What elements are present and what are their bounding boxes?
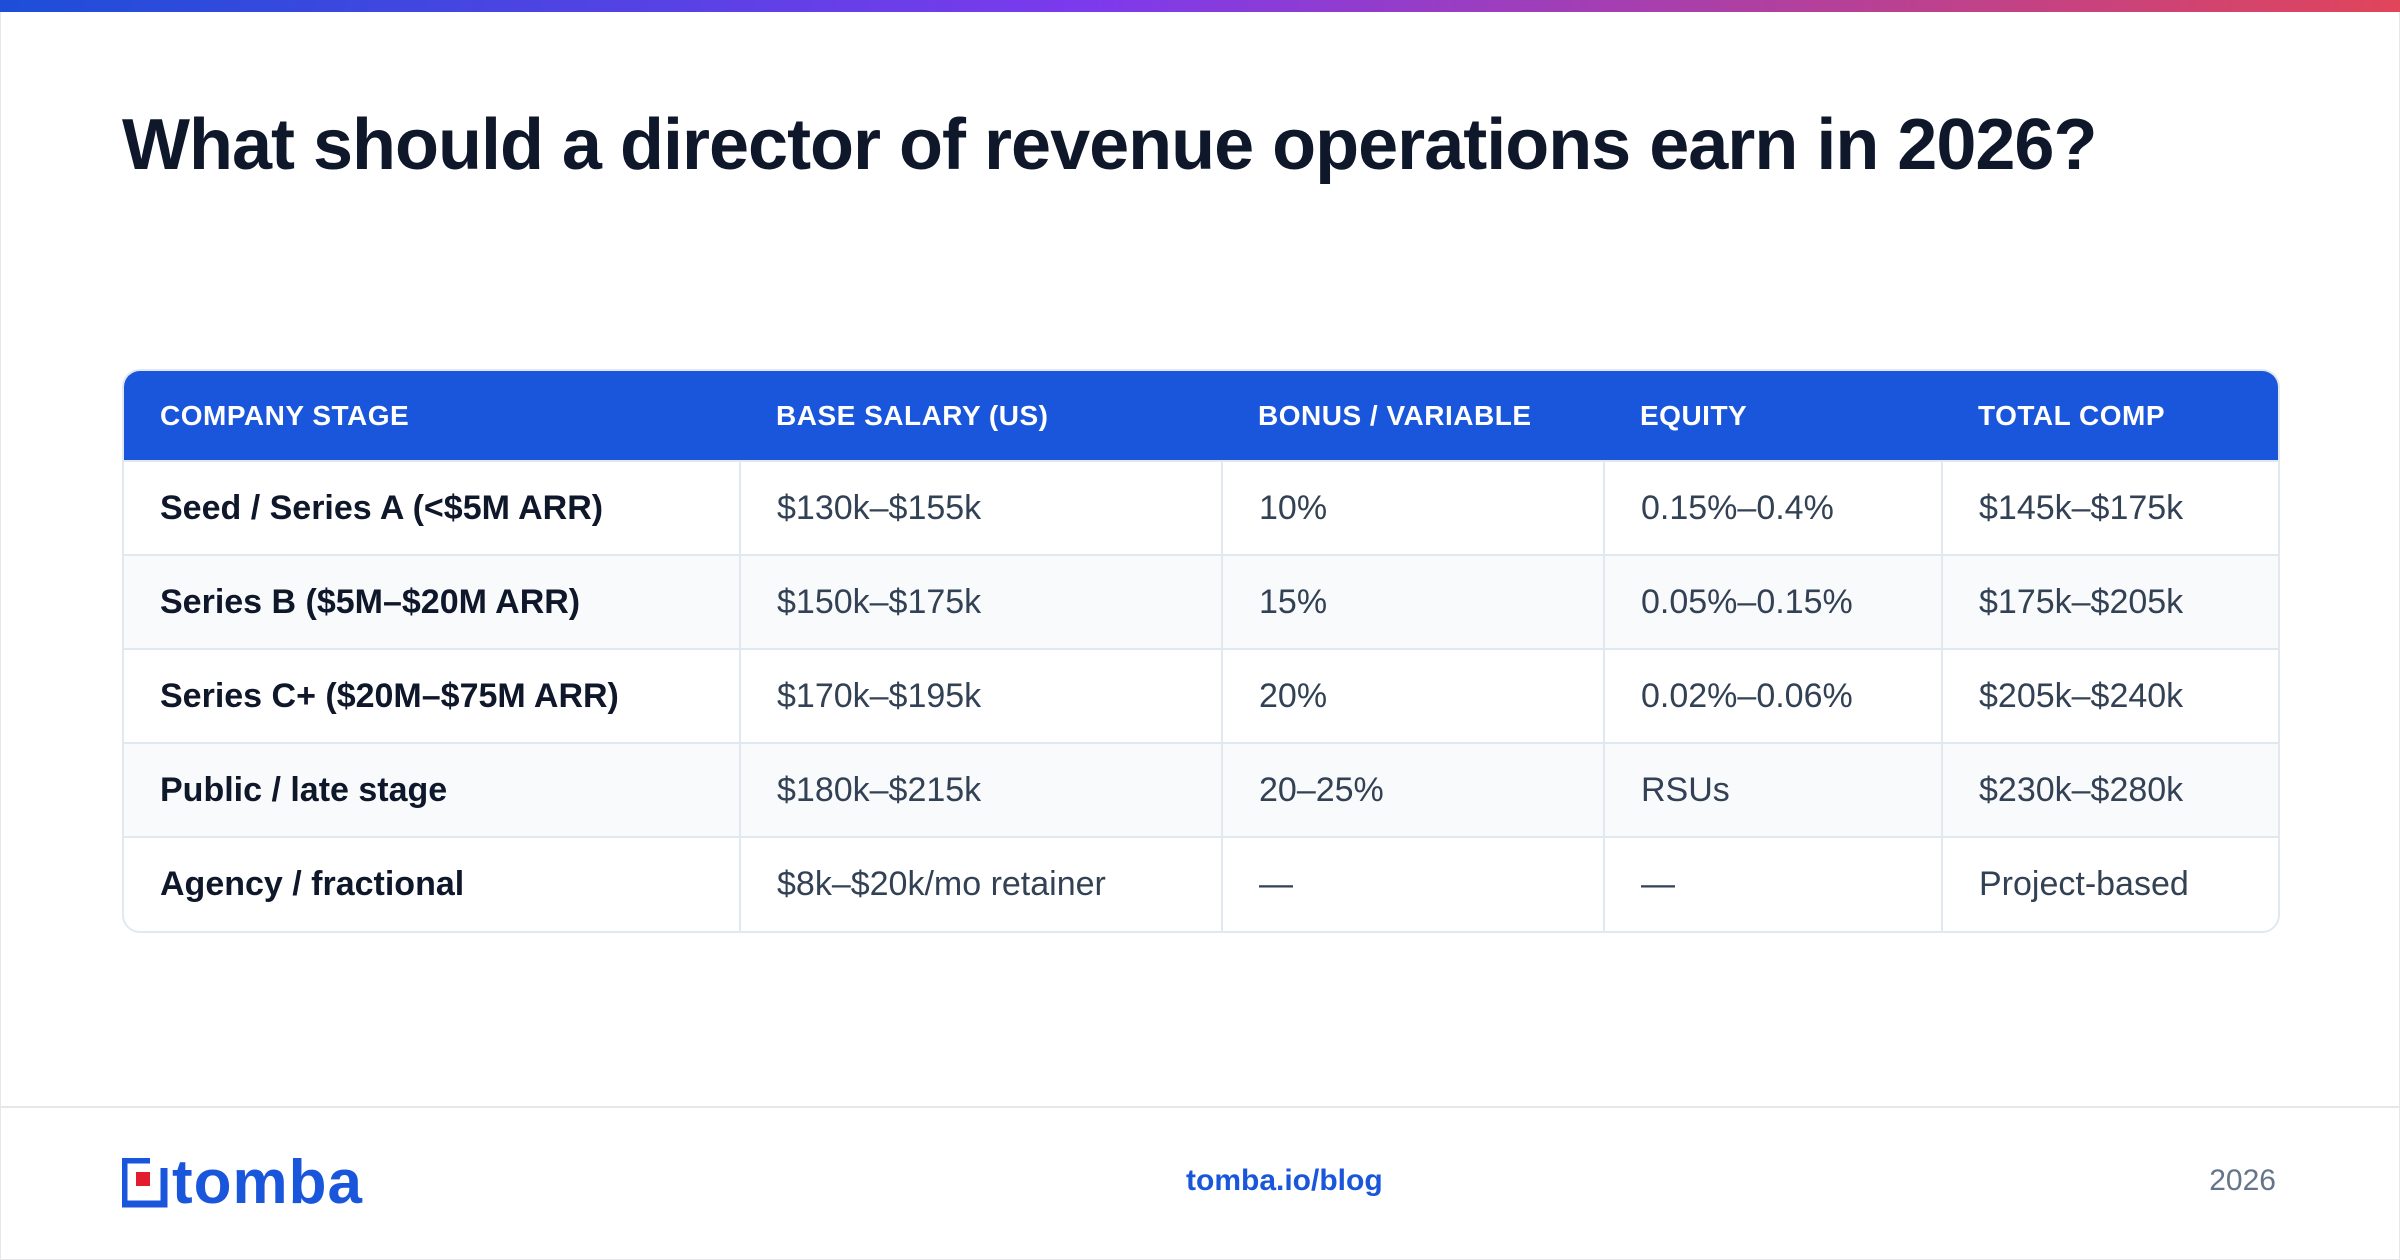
tomba-logo[interactable]: tomba (122, 1148, 363, 1217)
cell-company-stage: Agency / fractional (160, 865, 465, 903)
column-header-company-stage: COMPANY STAGE (160, 399, 410, 431)
table-row: Agency / fractional $8k–$20k/mo retainer… (124, 837, 2278, 931)
table-row: Seed / Series A (<$5M ARR) $130k–$155k 1… (124, 461, 2278, 555)
column-header-total-comp: TOTAL COMP (1978, 399, 2165, 431)
tomba-logo-icon (122, 1158, 168, 1208)
cell-total-comp: $175k–$205k (1941, 555, 2278, 649)
cell-total-comp: $145k–$175k (1941, 461, 2278, 555)
table-row: Series C+ ($20M–$75M ARR) $170k–$195k 20… (124, 649, 2278, 743)
cell-equity: 0.05%–0.15% (1603, 555, 1942, 649)
cell-total-comp: $230k–$280k (1941, 743, 2278, 837)
cell-equity: — (1603, 837, 1942, 931)
gradient-top-bar (0, 0, 2400, 12)
cell-equity: 0.15%–0.4% (1603, 461, 1942, 555)
column-header-equity: EQUITY (1640, 399, 1748, 431)
table-row: Series B ($5M–$20M ARR) $150k–$175k 15% … (124, 555, 2278, 649)
cell-base-salary: $8k–$20k/mo retainer (739, 837, 1222, 931)
cell-base-salary: $150k–$175k (739, 555, 1222, 649)
cell-company-stage: Public / late stage (160, 770, 448, 809)
cell-bonus: — (1221, 837, 1604, 931)
cell-bonus: 20% (1221, 649, 1604, 743)
cell-bonus: 15% (1221, 555, 1604, 649)
cell-company-stage: Series B ($5M–$20M ARR) (160, 582, 581, 621)
blog-link[interactable]: tomba.io/blog (1186, 1164, 1383, 1197)
column-header-base-salary: BASE SALARY (US) (776, 399, 1049, 431)
cell-base-salary: $130k–$155k (739, 461, 1222, 555)
page-title: What should a director of revenue operat… (122, 105, 2097, 185)
cell-bonus: 10% (1221, 461, 1604, 555)
cell-total-comp: $205k–$240k (1941, 649, 2278, 743)
cell-equity: 0.02%–0.06% (1603, 649, 1942, 743)
cell-bonus: 20–25% (1221, 743, 1604, 837)
logo-wordmark: tomba (172, 1148, 363, 1217)
footer-divider (0, 1106, 2400, 1108)
cell-base-salary: $180k–$215k (739, 743, 1222, 837)
cell-total-comp: Project-based (1941, 837, 2278, 931)
cell-company-stage: Seed / Series A (<$5M ARR) (160, 488, 604, 527)
cell-equity: RSUs (1603, 743, 1942, 837)
column-header-bonus: BONUS / VARIABLE (1258, 399, 1532, 431)
cell-company-stage: Series C+ ($20M–$75M ARR) (160, 676, 619, 715)
cell-base-salary: $170k–$195k (739, 649, 1222, 743)
table-header-row: COMPANY STAGE BASE SALARY (US) BONUS / V… (124, 371, 2278, 461)
table-row: Public / late stage $180k–$215k 20–25% R… (124, 743, 2278, 837)
compensation-table: COMPANY STAGE BASE SALARY (US) BONUS / V… (122, 369, 2280, 933)
footer-year: 2026 (2209, 1164, 2276, 1197)
